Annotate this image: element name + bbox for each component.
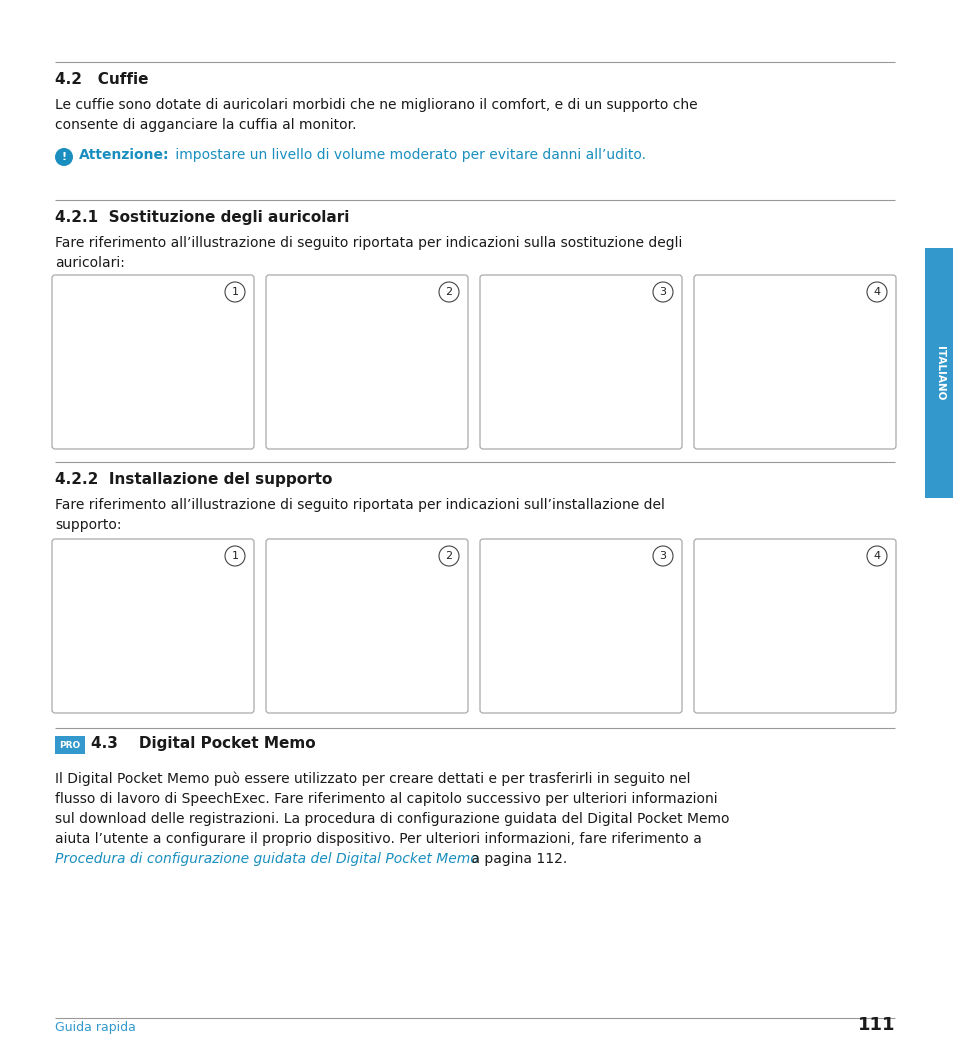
Text: a pagina 112.: a pagina 112. xyxy=(467,852,567,866)
Text: 2: 2 xyxy=(445,551,452,561)
FancyBboxPatch shape xyxy=(266,275,468,449)
Text: Guida rapida: Guida rapida xyxy=(55,1021,135,1034)
Text: sul download delle registrazioni. La procedura di configurazione guidata del Dig: sul download delle registrazioni. La pro… xyxy=(55,812,729,826)
Text: 4: 4 xyxy=(873,287,880,297)
FancyBboxPatch shape xyxy=(479,275,681,449)
Text: 111: 111 xyxy=(857,1016,894,1034)
FancyBboxPatch shape xyxy=(693,539,895,713)
FancyBboxPatch shape xyxy=(266,539,468,713)
Text: Il Digital Pocket Memo può essere utilizzato per creare dettati e per trasferirl: Il Digital Pocket Memo può essere utiliz… xyxy=(55,772,690,786)
Text: 3: 3 xyxy=(659,287,666,297)
Bar xyxy=(924,248,953,498)
Text: 2: 2 xyxy=(445,287,452,297)
Circle shape xyxy=(652,546,672,566)
Text: aiuta l’utente a configurare il proprio dispositivo. Per ulteriori informazioni,: aiuta l’utente a configurare il proprio … xyxy=(55,832,701,846)
Text: auricolari:: auricolari: xyxy=(55,256,125,270)
Circle shape xyxy=(225,282,245,302)
Text: 4.3    Digital Pocket Memo: 4.3 Digital Pocket Memo xyxy=(91,736,315,751)
Text: 1: 1 xyxy=(232,551,238,561)
Text: ITALIANO: ITALIANO xyxy=(934,346,944,400)
Bar xyxy=(55,736,85,754)
Text: flusso di lavoro di SpeechExec. Fare riferimento al capitolo successivo per ulte: flusso di lavoro di SpeechExec. Fare rif… xyxy=(55,792,717,807)
FancyBboxPatch shape xyxy=(52,275,253,449)
Text: 3: 3 xyxy=(659,551,666,561)
Text: supporto:: supporto: xyxy=(55,518,121,532)
Text: impostare un livello di volume moderato per evitare danni all’udito.: impostare un livello di volume moderato … xyxy=(171,148,645,162)
Text: 1: 1 xyxy=(232,287,238,297)
Text: Le cuffie sono dotate di auricolari morbidi che ne migliorano il comfort, e di u: Le cuffie sono dotate di auricolari morb… xyxy=(55,98,697,112)
Circle shape xyxy=(438,546,458,566)
FancyBboxPatch shape xyxy=(693,275,895,449)
Circle shape xyxy=(225,546,245,566)
Text: Attenzione:: Attenzione: xyxy=(79,148,170,162)
Text: Procedura di configurazione guidata del Digital Pocket Memo: Procedura di configurazione guidata del … xyxy=(55,852,478,866)
Circle shape xyxy=(866,282,886,302)
Text: 4: 4 xyxy=(873,551,880,561)
Text: consente di agganciare la cuffia al monitor.: consente di agganciare la cuffia al moni… xyxy=(55,118,356,132)
Text: Fare riferimento all’illustrazione di seguito riportata per indicazioni sulla so: Fare riferimento all’illustrazione di se… xyxy=(55,236,681,250)
Text: 4.2.2  Installazione del supporto: 4.2.2 Installazione del supporto xyxy=(55,472,332,487)
Text: 4.2.1  Sostituzione degli auricolari: 4.2.1 Sostituzione degli auricolari xyxy=(55,210,349,225)
Text: !: ! xyxy=(61,152,67,162)
FancyBboxPatch shape xyxy=(52,539,253,713)
Circle shape xyxy=(438,282,458,302)
FancyBboxPatch shape xyxy=(479,539,681,713)
Circle shape xyxy=(652,282,672,302)
Text: 4.2   Cuffie: 4.2 Cuffie xyxy=(55,72,149,87)
Circle shape xyxy=(866,546,886,566)
Text: PRO: PRO xyxy=(59,741,81,749)
Text: Fare riferimento all’illustrazione di seguito riportata per indicazioni sull’ins: Fare riferimento all’illustrazione di se… xyxy=(55,498,664,512)
Circle shape xyxy=(55,148,73,166)
